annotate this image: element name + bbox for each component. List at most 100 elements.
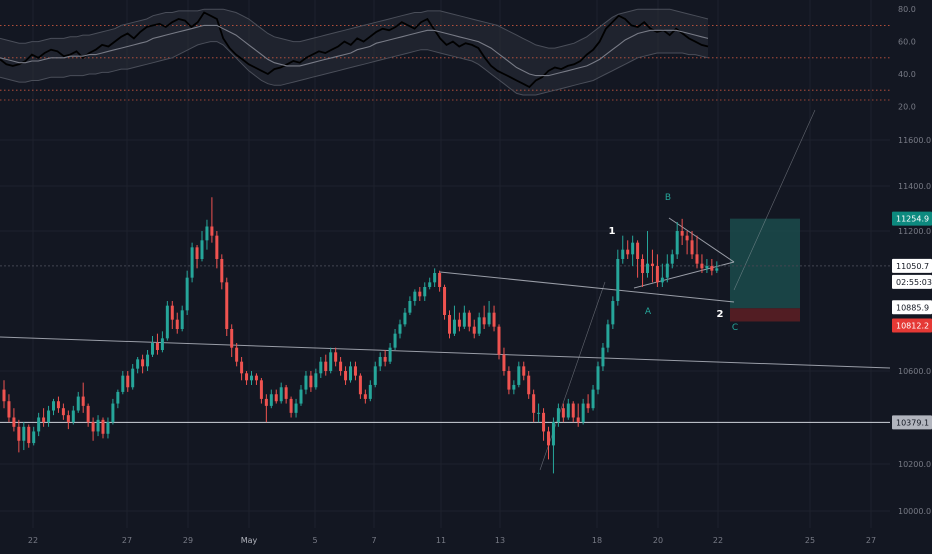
candle-body[interactable] bbox=[353, 366, 357, 376]
candle-body[interactable] bbox=[235, 347, 239, 362]
candle-body[interactable] bbox=[250, 375, 253, 381]
candle-body[interactable] bbox=[482, 317, 486, 325]
candle-body[interactable] bbox=[497, 326, 501, 355]
candle-body[interactable] bbox=[155, 343, 159, 350]
price-badge-entry[interactable] bbox=[892, 300, 932, 315]
candle-body[interactable] bbox=[695, 254, 699, 264]
candle-body[interactable] bbox=[71, 410, 75, 423]
candle-body[interactable] bbox=[12, 417, 16, 427]
price-badge-countdown-label[interactable]: 02:55:03 bbox=[896, 278, 932, 287]
long-target-zone[interactable] bbox=[730, 218, 800, 309]
candle-body[interactable] bbox=[358, 375, 362, 395]
candle-body[interactable] bbox=[517, 366, 521, 385]
candle-body[interactable] bbox=[631, 242, 635, 255]
candle-body[interactable] bbox=[96, 419, 100, 432]
candle-body[interactable] bbox=[601, 347, 605, 367]
candle-body[interactable] bbox=[502, 354, 506, 371]
price-badge-countdown[interactable] bbox=[892, 274, 932, 289]
candle-body[interactable] bbox=[655, 266, 659, 283]
candles-layer[interactable] bbox=[2, 197, 719, 474]
time-axis[interactable]: 22 27 29 May 5 7 11 13 18 20 22 25 27 bbox=[28, 536, 876, 545]
candle-body[interactable] bbox=[319, 361, 323, 374]
candle-body[interactable] bbox=[106, 422, 110, 434]
candle-body[interactable] bbox=[56, 401, 60, 409]
candle-body[interactable] bbox=[205, 226, 209, 241]
candle-body[interactable] bbox=[210, 226, 214, 236]
wave-label-1[interactable]: 1 bbox=[609, 226, 616, 237]
candle-body[interactable] bbox=[433, 273, 437, 283]
trend-line[interactable] bbox=[0, 336, 891, 369]
candle-body[interactable] bbox=[700, 263, 704, 269]
candle-body[interactable] bbox=[121, 375, 125, 392]
candle-body[interactable] bbox=[32, 431, 36, 444]
candle-body[interactable] bbox=[576, 417, 580, 423]
candle-body[interactable] bbox=[17, 426, 21, 441]
candle-body[interactable] bbox=[591, 389, 595, 409]
price-axis[interactable]: 80.0 60.0 40.0 20.0 11600.0 11400.0 11200.0 106… bbox=[892, 5, 932, 516]
candle-body[interactable] bbox=[165, 305, 169, 339]
candle-body[interactable] bbox=[403, 312, 407, 325]
candle-body[interactable] bbox=[284, 387, 288, 399]
candle-body[interactable] bbox=[215, 235, 219, 259]
candle-body[interactable] bbox=[22, 426, 26, 441]
candle-body[interactable] bbox=[532, 394, 536, 413]
candle-body[interactable] bbox=[616, 259, 620, 301]
candle-body[interactable] bbox=[160, 338, 164, 350]
candle-body[interactable] bbox=[151, 343, 154, 355]
candle-body[interactable] bbox=[636, 242, 640, 259]
candle-body[interactable] bbox=[512, 384, 516, 390]
candle-body[interactable] bbox=[388, 347, 392, 362]
candle-body[interactable] bbox=[136, 359, 140, 369]
candle-body[interactable] bbox=[710, 266, 714, 271]
candle-body[interactable] bbox=[314, 373, 318, 388]
candle-body[interactable] bbox=[81, 396, 85, 406]
support-level-badge-label[interactable]: 10379.1 bbox=[896, 418, 929, 427]
candle-body[interactable] bbox=[37, 417, 41, 432]
candle-body[interactable] bbox=[66, 415, 70, 423]
price-badge-stop-label[interactable]: 10812.2 bbox=[896, 321, 929, 330]
candle-body[interactable] bbox=[200, 240, 204, 259]
candle-body[interactable] bbox=[527, 375, 531, 395]
candle-body[interactable] bbox=[561, 408, 565, 418]
candle-body[interactable] bbox=[294, 403, 298, 413]
candle-body[interactable] bbox=[334, 352, 338, 362]
candle-body[interactable] bbox=[477, 317, 481, 334]
candle-body[interactable] bbox=[571, 403, 575, 418]
candle-body[interactable] bbox=[368, 384, 372, 399]
candle-body[interactable] bbox=[309, 375, 313, 388]
trend-line[interactable] bbox=[668, 217, 735, 263]
candle-body[interactable] bbox=[626, 249, 630, 255]
candle-body[interactable] bbox=[690, 240, 694, 255]
candle-body[interactable] bbox=[408, 301, 412, 313]
trend-line[interactable] bbox=[539, 281, 606, 471]
candle-body[interactable] bbox=[289, 398, 293, 413]
candle-body[interactable] bbox=[91, 422, 95, 432]
candle-body[interactable] bbox=[101, 419, 105, 434]
candle-body[interactable] bbox=[383, 357, 387, 362]
candle-body[interactable] bbox=[2, 389, 6, 402]
trend-line[interactable] bbox=[733, 109, 816, 291]
candle-body[interactable] bbox=[111, 403, 115, 423]
price-badge-current-label[interactable]: 11050.7 bbox=[896, 262, 929, 271]
drawings-front-layer[interactable]: 1 2 A B C bbox=[609, 193, 739, 333]
candle-body[interactable] bbox=[240, 361, 244, 374]
candle-body[interactable] bbox=[670, 254, 674, 264]
candle-body[interactable] bbox=[537, 412, 541, 414]
candle-body[interactable] bbox=[680, 231, 684, 236]
candle-body[interactable] bbox=[363, 394, 367, 399]
candle-body[interactable] bbox=[705, 266, 709, 269]
candle-body[interactable] bbox=[324, 361, 328, 371]
candle-body[interactable] bbox=[304, 375, 308, 390]
candle-body[interactable] bbox=[547, 431, 550, 446]
candle-body[interactable] bbox=[586, 403, 590, 409]
candle-body[interactable] bbox=[660, 277, 664, 283]
candle-body[interactable] bbox=[507, 371, 511, 390]
candle-body[interactable] bbox=[472, 326, 476, 334]
candle-body[interactable] bbox=[423, 287, 427, 297]
candle-body[interactable] bbox=[329, 352, 333, 371]
candle-body[interactable] bbox=[373, 366, 377, 385]
candle-body[interactable] bbox=[522, 366, 526, 376]
candle-body[interactable] bbox=[61, 408, 65, 416]
candle-body[interactable] bbox=[52, 401, 55, 411]
